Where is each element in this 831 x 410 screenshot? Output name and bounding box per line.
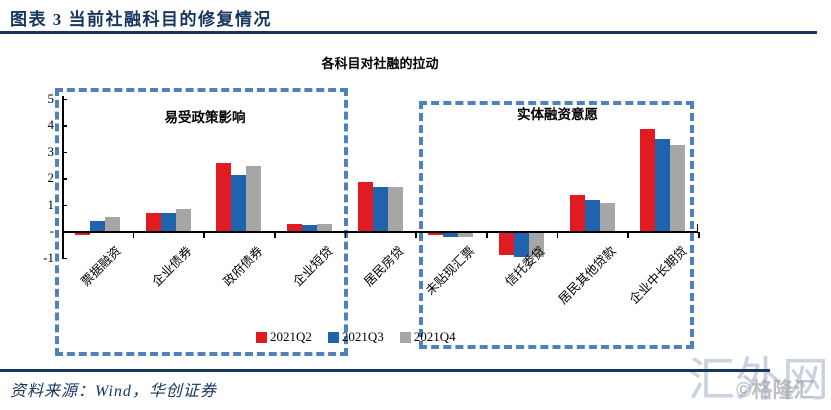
y-axis-tick <box>62 125 67 127</box>
bar-2021Q3-4 <box>372 186 388 232</box>
x-axis-tick <box>274 232 276 238</box>
y-axis-tick <box>62 257 67 260</box>
x-axis-tick <box>486 232 488 238</box>
y-axis-tick-label: 5 <box>47 90 55 106</box>
header-divider <box>0 31 817 34</box>
x-axis-category-label: 票据融资 <box>78 243 125 290</box>
y-axis-tick-label: - <box>49 223 54 238</box>
bar-2021Q2-0 <box>74 232 90 235</box>
legend-swatch <box>256 331 267 343</box>
bar-2021Q3-2 <box>231 175 247 232</box>
bar-2021Q3-7 <box>584 200 600 232</box>
y-axis-tick-label: 2 <box>47 170 55 185</box>
bar-2021Q4-7 <box>599 202 615 232</box>
x-axis-tick <box>344 232 347 238</box>
legend-item: 2021Q4 <box>399 329 456 345</box>
x-axis-category-label: 企业债券 <box>149 243 195 290</box>
bar-2021Q2-3 <box>286 224 302 232</box>
legend-label: 2021Q4 <box>413 329 456 344</box>
annotation-box-policy <box>55 88 348 356</box>
y-axis-tick-label: 4 <box>47 117 55 132</box>
legend-item: 2021Q3 <box>327 329 384 345</box>
x-axis-tick <box>203 232 205 238</box>
bar-2021Q4-0 <box>104 217 120 232</box>
bar-2021Q3-3 <box>301 225 317 232</box>
x-axis-tick <box>698 232 700 238</box>
legend-item: 2021Q2 <box>256 329 312 345</box>
footer-divider <box>0 369 770 372</box>
x-axis-category-label: 政府债券 <box>220 243 266 290</box>
bar-2021Q4-8 <box>670 144 686 232</box>
bar-2021Q2-6 <box>498 232 514 255</box>
bar-2021Q4-6 <box>528 232 544 258</box>
bar-2021Q2-4 <box>357 181 373 232</box>
y-axis-tick <box>62 204 67 207</box>
bar-2021Q2-7 <box>569 194 585 232</box>
x-axis-tick <box>556 232 559 238</box>
bar-2021Q4-5 <box>458 232 474 238</box>
x-axis-category-label: 企业中长期贷 <box>626 243 690 307</box>
figure-caption-title: 图表 3 当前社融科目的修复情况 <box>10 10 272 29</box>
legend-swatch <box>327 331 339 343</box>
chart-legend: 2021Q2 2021Q3 2021Q4 <box>256 329 456 345</box>
legend-swatch <box>399 331 411 343</box>
y-axis-tick <box>62 151 67 154</box>
x-axis-category-label: 企业短贷 <box>290 243 337 290</box>
bar-2021Q2-2 <box>216 163 232 232</box>
watermark-logo: ©格隆汇 <box>736 379 815 402</box>
x-axis-tick <box>132 232 135 238</box>
y-axis-tick <box>62 178 67 180</box>
y-axis-line <box>62 96 64 259</box>
x-axis-category-label: 居民房贷 <box>361 243 407 290</box>
data-source-note: 资料来源：Wind，华创证券 <box>10 383 217 400</box>
chart-title: 各科目对社融的拉动 <box>321 56 439 71</box>
bar-2021Q3-0 <box>89 221 105 232</box>
bar-2021Q3-1 <box>160 213 176 232</box>
bar-2021Q4-2 <box>246 165 262 232</box>
annotation-label-real-financing: 实体融资意愿 <box>517 107 598 122</box>
bar-2021Q4-3 <box>316 224 332 232</box>
x-axis-category-label: 居民其他贷款 <box>555 243 619 307</box>
annotation-label-policy: 易受政策影响 <box>164 110 246 125</box>
y-axis-tick <box>62 98 67 101</box>
bar-2021Q4-1 <box>175 209 191 232</box>
bar-2021Q2-1 <box>145 213 161 232</box>
bar-2021Q4-4 <box>387 186 403 232</box>
bar-2021Q3-8 <box>655 139 671 232</box>
x-axis-category-label: 未贴现汇票 <box>423 243 478 298</box>
y-axis-tick-label: 1 <box>47 196 55 212</box>
x-axis-end-tick <box>696 224 698 232</box>
watermark-site: 汇外网 <box>688 353 829 406</box>
x-axis-tick <box>415 232 417 238</box>
y-axis-tick-label: 3 <box>47 143 55 159</box>
legend-label: 2021Q2 <box>270 329 312 344</box>
annotation-box-real-financing <box>419 101 694 349</box>
x-axis-tick <box>62 232 64 238</box>
bar-2021Q2-5 <box>428 232 444 235</box>
x-axis-tick <box>627 232 629 238</box>
bar-2021Q2-8 <box>640 128 656 232</box>
bar-2021Q3-6 <box>513 232 529 258</box>
legend-label: 2021Q3 <box>341 329 384 344</box>
bar-2021Q3-5 <box>443 232 459 238</box>
x-axis-line <box>62 231 698 233</box>
y-axis-tick-label: -1 <box>43 249 54 265</box>
